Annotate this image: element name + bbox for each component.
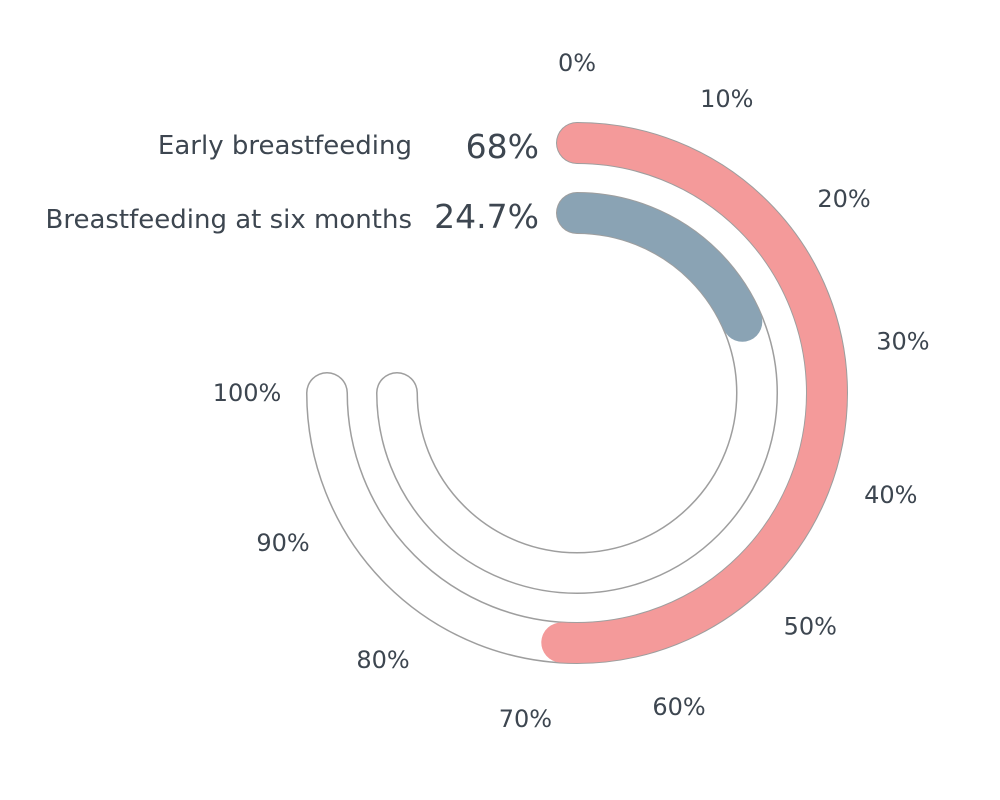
tick-label-0: 0%: [558, 49, 596, 77]
tick-label-80: 80%: [356, 646, 409, 674]
tick-label-10: 10%: [700, 85, 753, 113]
tick-label-30: 30%: [876, 327, 929, 355]
tick-label-layer: 0% 10% 20% 30% 40% 50% 60% 70% 80% 90% 100%: [213, 49, 930, 733]
tick-label-20: 20%: [817, 185, 870, 213]
bar-layer: [541, 123, 847, 663]
tick-label-90: 90%: [256, 529, 309, 557]
tick-label-60: 60%: [652, 693, 705, 721]
tick-label-100: 100%: [213, 379, 282, 407]
tick-label-50: 50%: [784, 612, 837, 640]
series-label-breastfeeding-six-months: Breastfeeding at six months: [46, 205, 413, 235]
bar-breastfeeding-at-six-months: [557, 193, 763, 342]
bar-early-breastfeeding: [541, 123, 847, 663]
tick-label-40: 40%: [864, 481, 917, 509]
series-label-early-breastfeeding: Early breastfeeding: [158, 131, 412, 161]
value-label-breastfeeding-six-months: 24.7%: [434, 197, 539, 236]
tick-label-70: 70%: [499, 705, 552, 733]
value-label-early-breastfeeding: 68%: [466, 127, 539, 166]
